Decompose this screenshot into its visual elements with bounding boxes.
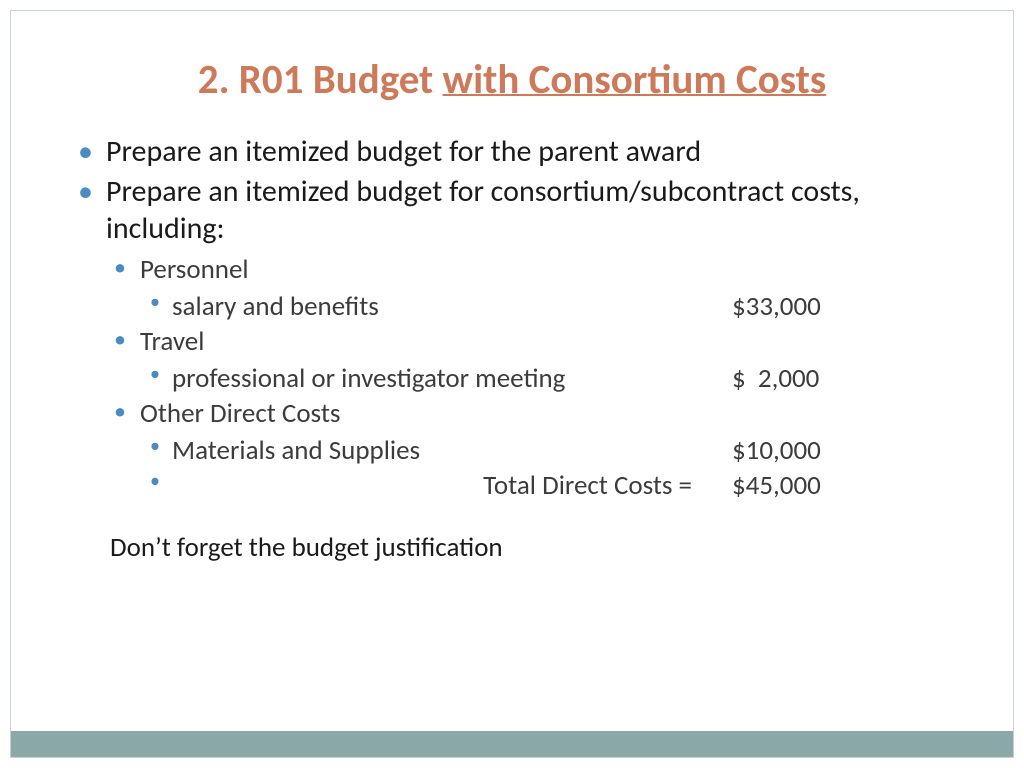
personnel-salary-row: salary and benefits $33,000 <box>140 289 954 324</box>
salary-benefits-label: salary and benefits <box>172 289 732 324</box>
travel-meeting-row: professional or investigator meeting $ 2… <box>140 361 954 396</box>
slide-title: 2. R01 Budget with Consortium Costs <box>70 58 954 103</box>
bullet-list-level2: Personnel salary and benefits $33,000 Tr… <box>106 252 954 504</box>
bullet-parent-award-text: Prepare an itemized budget for the paren… <box>106 133 701 170</box>
personnel-sublist: salary and benefits $33,000 <box>140 289 954 324</box>
personnel-label: Personnel <box>140 253 249 286</box>
other-direct-sublist: Materials and Supplies $10,000 Total Dir… <box>140 433 954 503</box>
bullet-consortium-costs: Prepare an itemized budget for consortiu… <box>70 173 954 504</box>
salary-benefits-amount: $33,000 <box>732 289 852 324</box>
other-direct-label: Other Direct Costs <box>140 397 340 430</box>
materials-supplies-label: Materials and Supplies <box>172 433 732 468</box>
title-prefix: 2. R01 Budget <box>198 55 443 105</box>
bullet-list-level1: Prepare an itemized budget for the paren… <box>70 133 954 503</box>
materials-supplies-row: Materials and Supplies $10,000 <box>140 433 954 468</box>
total-direct-row: Total Direct Costs = $45,000 <box>140 468 954 503</box>
bullet-travel: Travel professional or investigator meet… <box>106 324 954 396</box>
bullet-consortium-costs-text: Prepare an itemized budget for consortiu… <box>106 173 860 248</box>
slide-content: 2. R01 Budget with Consortium Costs Prep… <box>10 10 1014 758</box>
travel-sublist: professional or investigator meeting $ 2… <box>140 361 954 396</box>
bullet-parent-award: Prepare an itemized budget for the paren… <box>70 133 954 171</box>
travel-meeting-label: professional or investigator meeting <box>172 361 732 396</box>
bullet-personnel: Personnel salary and benefits $33,000 <box>106 252 954 324</box>
total-direct-amount: $45,000 <box>732 468 852 503</box>
travel-meeting-amount: $ 2,000 <box>732 361 852 396</box>
bullet-other-direct: Other Direct Costs Materials and Supplie… <box>106 396 954 503</box>
title-underlined: with Consortium Costs <box>443 55 827 105</box>
travel-label: Travel <box>140 325 204 358</box>
materials-supplies-amount: $10,000 <box>732 433 852 468</box>
footnote-justification: Don’t forget the budget justification <box>70 531 954 564</box>
total-direct-label: Total Direct Costs = <box>172 468 732 503</box>
